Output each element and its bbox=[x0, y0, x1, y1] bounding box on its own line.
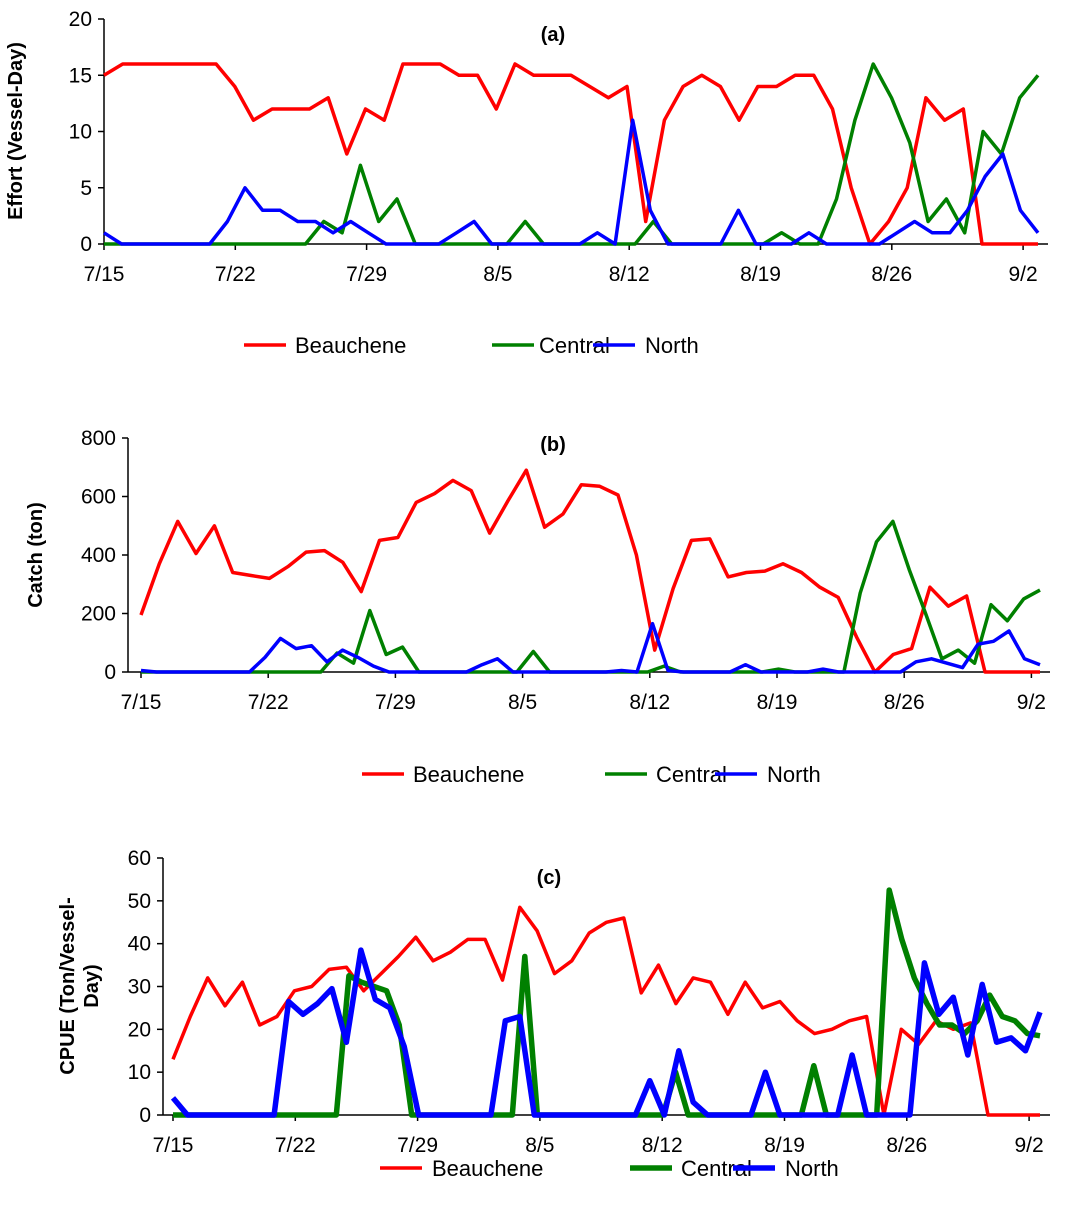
y-tick-label: 0 bbox=[139, 1104, 151, 1127]
x-tick-label: 9/2 bbox=[1008, 263, 1037, 286]
series-line-central bbox=[104, 62, 1040, 246]
x-tick-label: 7/22 bbox=[215, 263, 256, 286]
x-tick-label: 8/26 bbox=[884, 691, 925, 714]
x-tick-label: 7/15 bbox=[84, 263, 125, 286]
panel-label: (b) bbox=[540, 434, 566, 456]
y-tick-label: 10 bbox=[128, 1061, 151, 1084]
panel-label: (a) bbox=[541, 24, 565, 46]
x-tick-label: 8/12 bbox=[609, 263, 650, 286]
x-tick-label: 7/15 bbox=[121, 691, 162, 714]
y-tick-label: 30 bbox=[128, 976, 151, 999]
catch-panel: 0 200 400 600 800 7/15 7/22 7/29 8/5 8/12 8/19 8/26… bbox=[25, 427, 1050, 787]
x-tick-label: 8/26 bbox=[871, 263, 912, 286]
x-tick-label: 9/2 bbox=[1017, 691, 1046, 714]
x-tick-label: 7/29 bbox=[397, 1134, 438, 1157]
y-tick-label: 50 bbox=[128, 890, 151, 913]
series-line-beauchene bbox=[171, 905, 1040, 1117]
y-tick-label: 60 bbox=[128, 847, 151, 870]
x-tick-label: 8/12 bbox=[629, 691, 670, 714]
x-tick-label: 7/29 bbox=[375, 691, 416, 714]
y-axis-title: Catch (ton) bbox=[25, 502, 47, 608]
cpue-panel: 0 10 20 30 40 50 60 7/15 7/22 7/29 8/5 8/12 8/19 8/26… bbox=[57, 847, 1050, 1181]
y-tick-label: 40 bbox=[128, 933, 151, 956]
y-axis-title: CPUE (Ton/Vessel- Day) bbox=[57, 897, 103, 1074]
y-tick-label: 15 bbox=[69, 64, 92, 87]
legend-label-beauchene: Beauchene bbox=[413, 762, 524, 787]
y-tick-label: 800 bbox=[81, 427, 116, 450]
series-line-north bbox=[140, 621, 1041, 674]
series-line-beauchene bbox=[103, 62, 1038, 246]
legend-label-beauchene: Beauchene bbox=[295, 333, 406, 358]
y-tick-label: 20 bbox=[128, 1018, 151, 1041]
legend-label-north: North bbox=[785, 1156, 839, 1181]
legend-label-north: North bbox=[767, 762, 821, 787]
legend-label-beauchene: Beauchene bbox=[432, 1156, 543, 1181]
y-tick-label: 5 bbox=[80, 177, 92, 200]
x-tick-label: 7/15 bbox=[153, 1134, 194, 1157]
panel-label: (c) bbox=[537, 867, 561, 889]
x-tick-label: 8/26 bbox=[886, 1134, 927, 1157]
y-axis-title: Effort (Vessel-Day) bbox=[5, 42, 27, 220]
x-tick-label: 8/5 bbox=[483, 263, 512, 286]
y-tick-label: 0 bbox=[104, 661, 116, 684]
series-line-north bbox=[103, 118, 1040, 246]
x-tick-label: 7/29 bbox=[346, 263, 387, 286]
x-tick-label: 8/19 bbox=[764, 1134, 805, 1157]
y-tick-label: 20 bbox=[69, 8, 92, 31]
series-line-north bbox=[170, 947, 1043, 1118]
effort-panel: 0 5 10 15 20 7/15 7/22 7/29 8/5 8/12 8/19 8/26 9/2 Ef… bbox=[5, 8, 1048, 358]
x-tick-label: 7/22 bbox=[248, 691, 289, 714]
x-tick-label: 7/22 bbox=[275, 1134, 316, 1157]
series-line-beauchene bbox=[139, 468, 1040, 674]
legend-label-north: North bbox=[645, 333, 699, 358]
y-tick-label: 600 bbox=[81, 486, 116, 509]
x-tick-label: 8/12 bbox=[642, 1134, 683, 1157]
y-tick-label: 0 bbox=[80, 233, 92, 256]
y-tick-label: 200 bbox=[81, 603, 116, 626]
x-tick-label: 8/19 bbox=[757, 691, 798, 714]
x-tick-label: 8/5 bbox=[508, 691, 537, 714]
x-tick-label: 8/19 bbox=[740, 263, 781, 286]
x-tick-label: 8/5 bbox=[525, 1134, 554, 1157]
y-tick-label: 10 bbox=[69, 121, 92, 144]
x-tick-label: 9/2 bbox=[1014, 1134, 1043, 1157]
y-tick-label: 400 bbox=[81, 544, 116, 567]
